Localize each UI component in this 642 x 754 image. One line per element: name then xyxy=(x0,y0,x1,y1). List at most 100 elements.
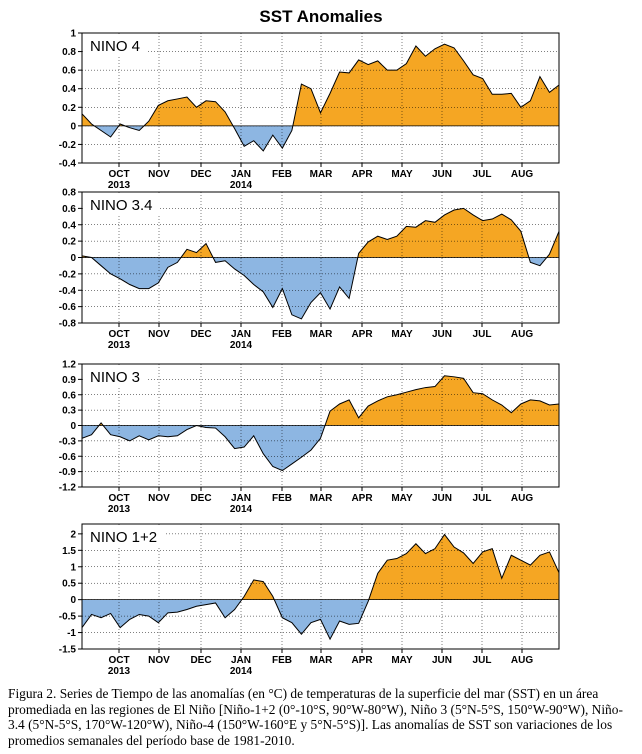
x-month-label: JUL xyxy=(473,169,492,180)
x-month-label: DEC xyxy=(190,493,211,504)
area-fills xyxy=(82,534,559,640)
x-month-label: AUG xyxy=(511,493,533,504)
area-fills xyxy=(82,208,559,319)
gridlines xyxy=(82,33,559,163)
x-month-label: NOV xyxy=(148,493,170,504)
x-year-label: 2013 xyxy=(108,180,131,191)
x-month-label: MAR xyxy=(310,493,334,504)
x-month-label: JAN xyxy=(231,655,251,666)
y-tick-label: 0.8 xyxy=(62,188,76,199)
y-tick-label: 0.9 xyxy=(62,375,76,386)
y-tick-label: -0.4 xyxy=(59,286,77,297)
y-tick-label: 0.2 xyxy=(62,237,76,248)
x-month-label: AUG xyxy=(511,169,533,180)
y-tick-label: 0.8 xyxy=(62,47,76,58)
x-month-label: OCT xyxy=(108,655,129,666)
x-month-label: OCT xyxy=(108,329,129,340)
y-tick-label: -0.5 xyxy=(59,612,77,623)
y-tick-label: 0.4 xyxy=(62,84,76,95)
x-month-label: OCT xyxy=(108,493,129,504)
panel-title-background xyxy=(85,36,148,55)
y-tick-label: 0 xyxy=(70,421,76,432)
x-month-label: MAY xyxy=(391,493,413,504)
positive-anomaly-area xyxy=(82,375,559,426)
y-tick-label: -0.2 xyxy=(59,269,77,280)
series-line xyxy=(82,207,559,320)
x-month-label: JUN xyxy=(432,655,452,666)
y-tick-label: 1 xyxy=(70,562,76,573)
y-tick-label: 1 xyxy=(70,29,76,40)
x-year-label: 2014 xyxy=(230,666,253,677)
chart-panel-3: 1.2 0.9 0.6 0.3 0 -0.3 -0.6 -0.9 -1.2 OCT NOV DEC JA… xyxy=(59,360,560,515)
y-tick-label: 0.6 xyxy=(62,390,76,401)
y-tick-label: 0.6 xyxy=(62,204,76,215)
area-fills xyxy=(82,44,559,151)
y-tick-label: 0.4 xyxy=(62,220,76,231)
y-tick-label: -0.6 xyxy=(59,302,77,313)
x-month-label: MAY xyxy=(391,169,413,180)
x-month-label: MAY xyxy=(391,655,413,666)
x-month-label: APR xyxy=(351,655,373,666)
chart-panel-2: 0.8 0.6 0.4 0.2 0 -0.2 -0.4 -0.6 -0.8 OCT NOV DEC JA… xyxy=(59,188,560,351)
x-month-label: JUL xyxy=(473,655,492,666)
series-line xyxy=(82,375,559,472)
x-month-label: APR xyxy=(351,329,373,340)
x-month-label: JUL xyxy=(473,329,492,340)
x-month-label: JUL xyxy=(473,493,492,504)
y-tick-label: 2 xyxy=(70,529,76,540)
negative-anomaly-area xyxy=(82,257,559,319)
x-month-label: MAR xyxy=(310,329,334,340)
positive-anomaly-area xyxy=(241,534,559,600)
y-tick-label: -0.3 xyxy=(59,436,77,447)
y-tick-label: -0.4 xyxy=(59,159,77,170)
positive-anomaly-area xyxy=(82,208,559,258)
x-month-label: NOV xyxy=(148,655,170,666)
figure-caption: Figura 2. Series de Tiempo de las anomal… xyxy=(8,686,623,748)
x-month-label: FEB xyxy=(272,655,292,666)
y-tick-label: 1.5 xyxy=(62,546,76,557)
x-year-label: 2013 xyxy=(108,504,131,515)
area-fills xyxy=(82,375,559,471)
series-line xyxy=(82,43,559,152)
x-month-label: AUG xyxy=(511,329,533,340)
panel-title-background xyxy=(85,527,165,546)
x-month-label: NOV xyxy=(148,169,170,180)
x-month-label: FEB xyxy=(272,493,292,504)
x-month-label: MAY xyxy=(391,329,413,340)
x-month-label: JAN xyxy=(231,493,251,504)
x-month-label: FEB xyxy=(272,169,292,180)
x-month-label: OCT xyxy=(108,169,129,180)
x-month-label: JAN xyxy=(231,329,251,340)
x-month-label: JUN xyxy=(432,169,452,180)
panel-title-background xyxy=(85,367,148,386)
x-year-label: 2013 xyxy=(108,666,131,677)
panel-title: NINO 1+2 xyxy=(90,529,157,546)
x-year-label: 2014 xyxy=(230,340,253,351)
x-month-label: JAN xyxy=(231,169,251,180)
x-month-label: MAR xyxy=(310,655,334,666)
x-month-label: AUG xyxy=(511,655,533,666)
y-tick-label: -0.8 xyxy=(59,319,77,330)
panel-title: NINO 4 xyxy=(90,38,140,55)
positive-anomaly-area xyxy=(82,44,559,126)
y-tick-label: 0 xyxy=(70,121,76,132)
x-month-label: DEC xyxy=(190,655,211,666)
x-month-label: DEC xyxy=(190,329,211,340)
y-tick-label: 0.5 xyxy=(62,579,76,590)
y-tick-label: -1.2 xyxy=(59,483,77,494)
x-month-label: DEC xyxy=(190,169,211,180)
chart-panel-1: 1 0.8 0.6 0.4 0.2 0 -0.2 -0.4 OCT NOV DEC JAN FEB MAR… xyxy=(59,29,560,191)
panel-title: NINO 3.4 xyxy=(90,197,153,214)
x-month-label: APR xyxy=(351,493,373,504)
x-month-label: MAR xyxy=(310,169,334,180)
panel-title: NINO 3 xyxy=(90,369,140,386)
main-title: SST Anomalies xyxy=(259,7,382,26)
y-tick-label: 0.6 xyxy=(62,66,76,77)
gridlines xyxy=(82,364,559,487)
y-tick-label: -0.9 xyxy=(59,467,77,478)
negative-anomaly-area xyxy=(82,425,559,471)
x-year-label: 2014 xyxy=(230,180,253,191)
x-year-label: 2013 xyxy=(108,340,131,351)
x-month-label: JUN xyxy=(432,493,452,504)
